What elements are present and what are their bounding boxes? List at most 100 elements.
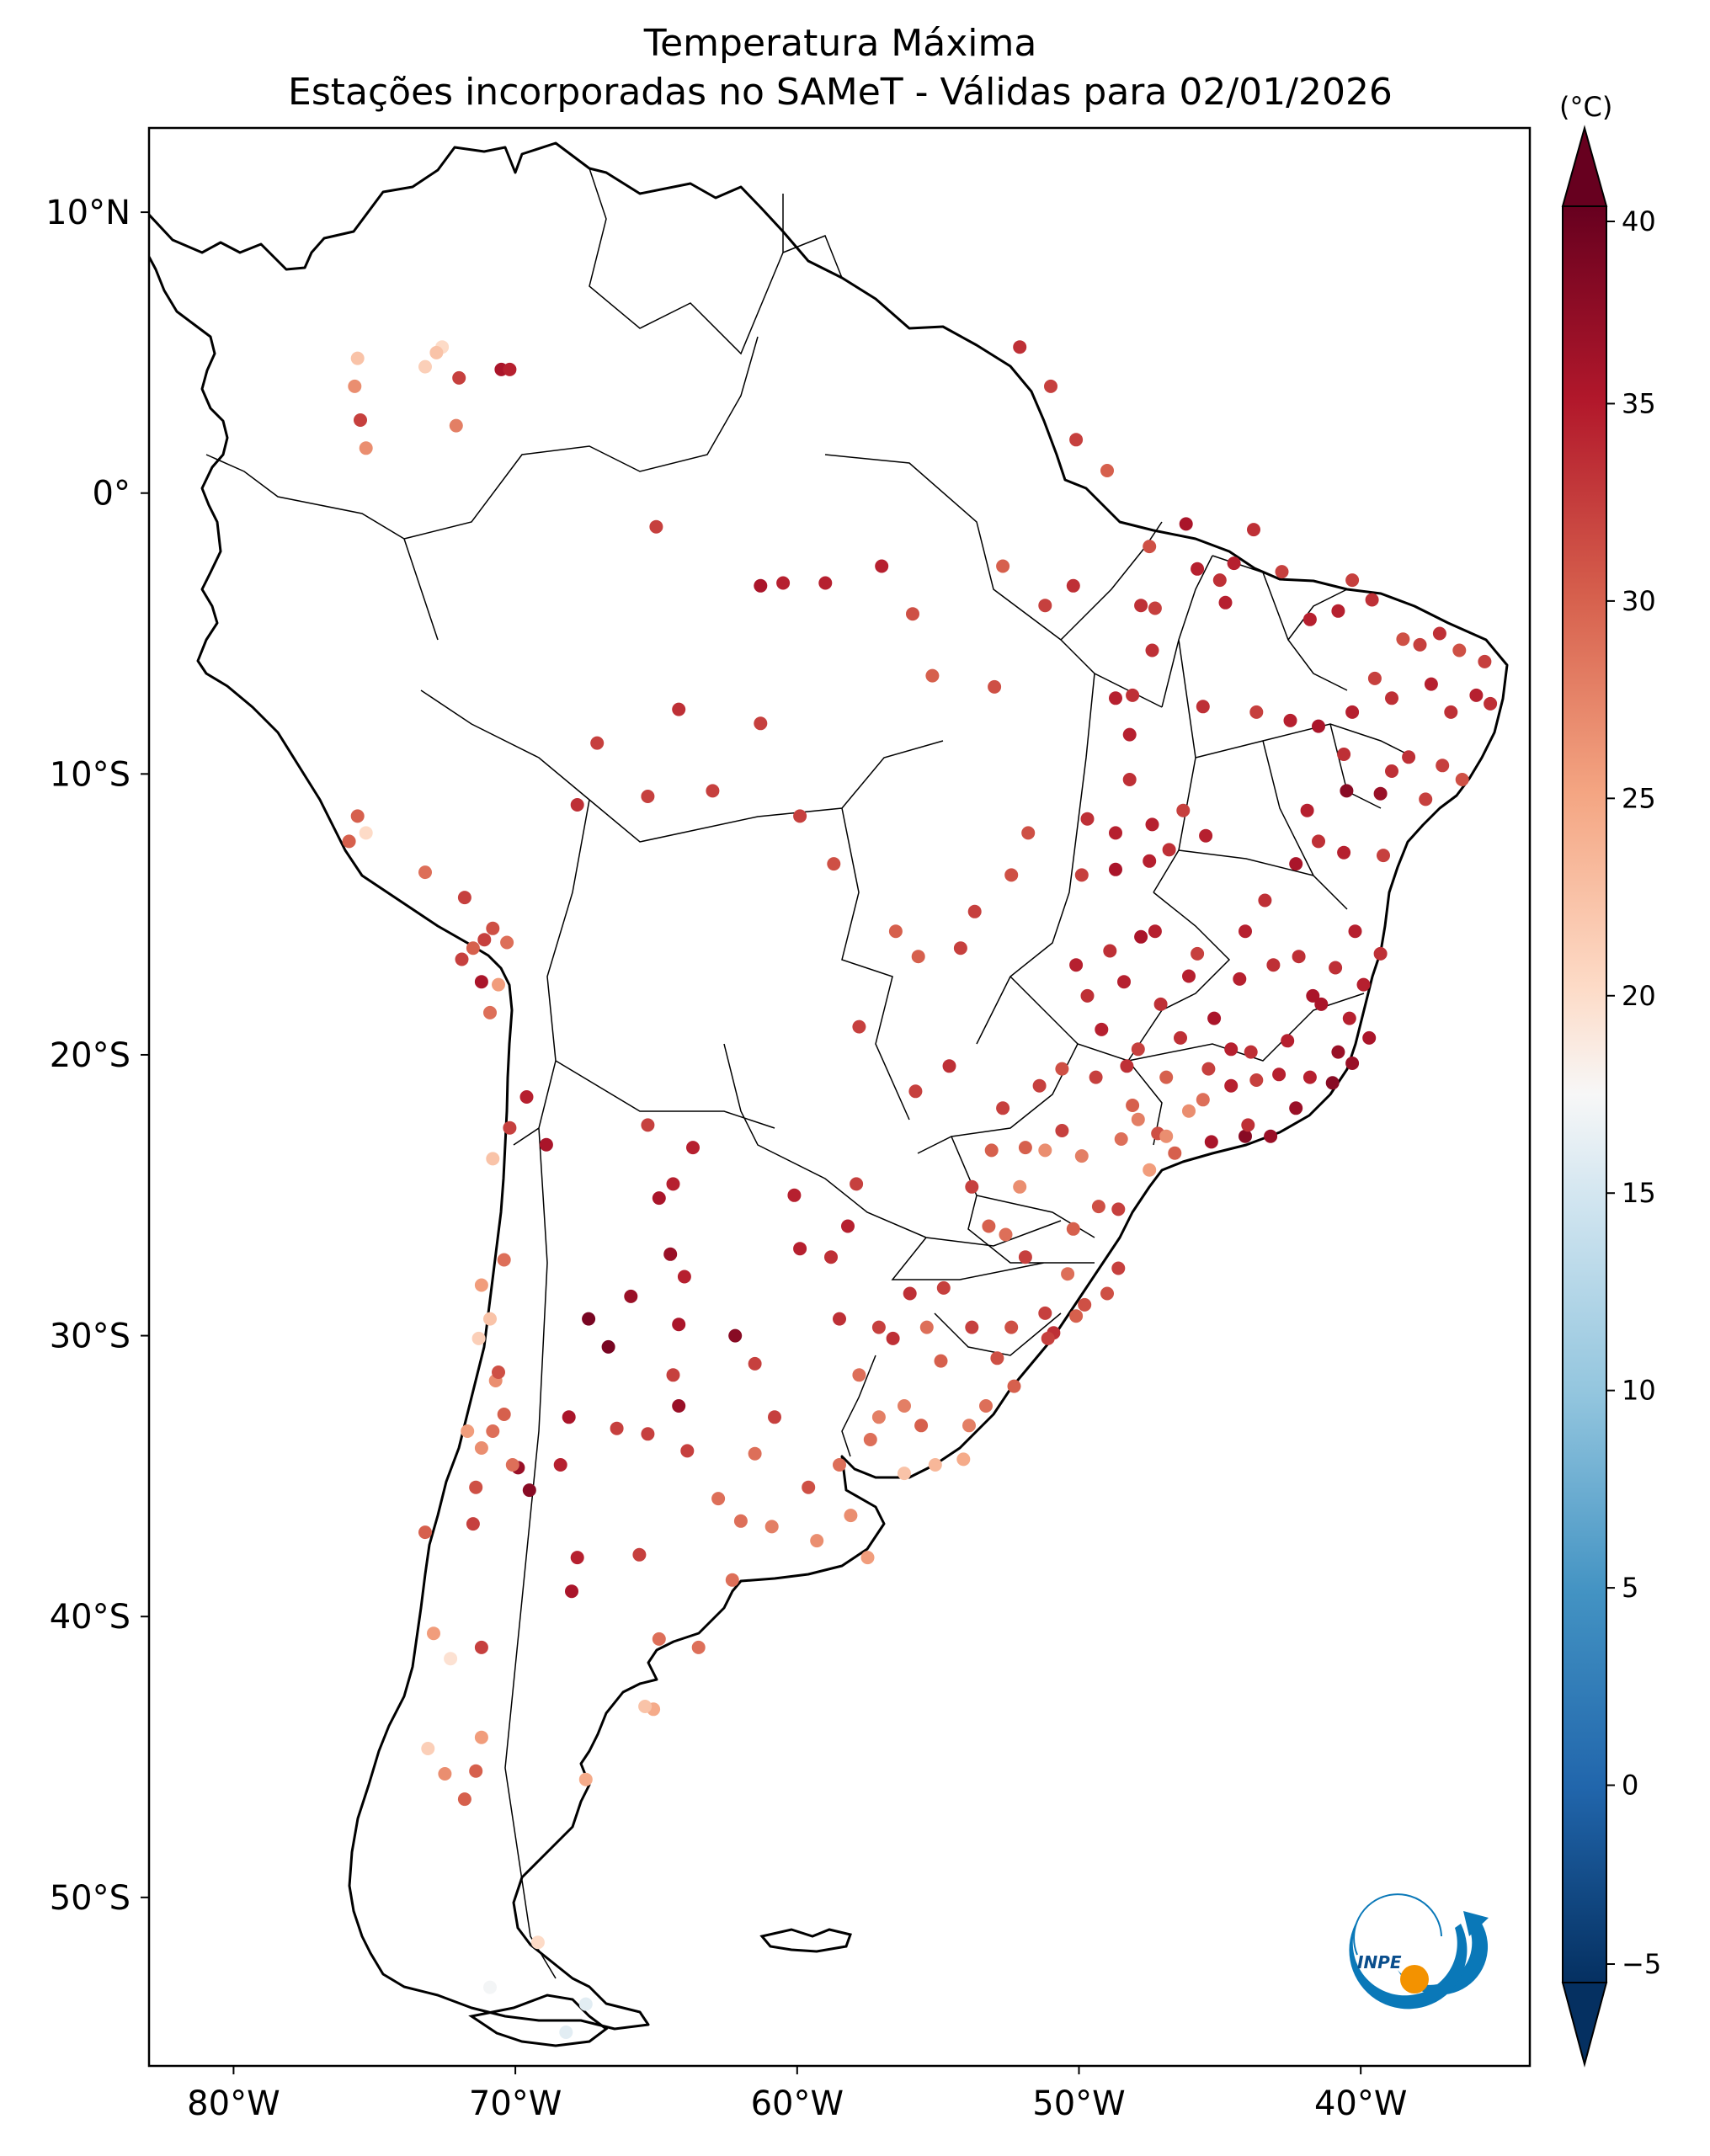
station-point	[1174, 1030, 1187, 1045]
station-point	[421, 1742, 435, 1755]
station-point	[1078, 1297, 1092, 1312]
station-point	[1196, 1093, 1210, 1107]
station-point	[348, 379, 362, 393]
station-point	[1004, 1320, 1019, 1334]
station-point	[492, 1365, 505, 1379]
station-point	[359, 441, 373, 455]
station-point	[1143, 540, 1157, 554]
station-point	[1239, 924, 1252, 939]
station-point	[466, 1517, 480, 1531]
station-point	[1143, 1163, 1157, 1177]
station-point	[1239, 1129, 1252, 1143]
station-point	[793, 1242, 807, 1256]
station-point	[1055, 1124, 1069, 1137]
station-point	[444, 1652, 458, 1666]
station-point	[925, 668, 940, 683]
station-point	[1444, 705, 1458, 719]
station-point	[418, 865, 432, 880]
station-point	[1038, 1143, 1052, 1158]
station-point	[578, 1997, 593, 2011]
station-point	[888, 924, 903, 939]
station-point	[677, 1270, 691, 1284]
station-point	[1126, 1099, 1140, 1112]
station-point	[469, 1480, 483, 1494]
station-point	[1111, 1261, 1126, 1275]
station-point	[474, 975, 488, 989]
station-point	[1145, 817, 1159, 832]
station-point	[919, 1320, 934, 1334]
station-point	[610, 1421, 624, 1435]
colorbar-tick-label: 40	[1622, 205, 1656, 237]
inpe-logo: INPE	[1349, 1893, 1489, 2010]
station-point	[1162, 843, 1176, 857]
station-point	[474, 1640, 488, 1654]
station-point	[1103, 944, 1117, 958]
station-point	[984, 1143, 999, 1158]
station-point	[1013, 340, 1027, 354]
station-point	[1484, 696, 1498, 711]
station-point	[1289, 857, 1303, 871]
station-point	[672, 1318, 686, 1332]
station-point	[1109, 826, 1122, 840]
colorbar-extend-bottom	[1561, 1982, 1608, 2068]
falklands-coastline	[759, 1928, 852, 1953]
station-point	[1126, 688, 1140, 702]
station-point	[990, 1351, 1004, 1365]
station-point	[691, 1640, 706, 1654]
station-point	[342, 834, 356, 849]
station-point	[1325, 1076, 1340, 1090]
station-point	[711, 1492, 726, 1506]
station-point	[418, 1525, 432, 1540]
station-point	[672, 702, 686, 716]
colorbar-extend-top	[1561, 125, 1608, 207]
station-point	[503, 362, 517, 376]
station-point	[1069, 958, 1084, 972]
station-point	[570, 1551, 584, 1565]
station-point	[1145, 643, 1159, 657]
station-point	[1436, 759, 1450, 773]
colorbar-tick-label: 35	[1622, 387, 1656, 419]
station-point	[1032, 1078, 1047, 1093]
station-point	[1176, 803, 1191, 817]
station-point	[418, 359, 432, 374]
station-point	[860, 1551, 875, 1565]
station-point	[1275, 565, 1289, 579]
station-point	[1249, 1073, 1264, 1087]
station-point	[601, 1339, 615, 1354]
station-point	[1424, 677, 1438, 691]
station-point	[911, 950, 925, 964]
station-point	[350, 351, 365, 365]
colorbar-tick-label: 15	[1622, 1177, 1656, 1209]
station-point	[965, 1320, 979, 1334]
station-point	[1247, 523, 1260, 537]
station-point	[754, 578, 768, 593]
station-point	[725, 1573, 739, 1587]
station-point	[748, 1446, 762, 1461]
station-point	[486, 1424, 500, 1438]
station-point	[928, 1458, 942, 1472]
station-point	[1018, 1141, 1032, 1155]
station-point	[1122, 773, 1137, 786]
station-point	[999, 1227, 1013, 1242]
station-point	[871, 1320, 886, 1334]
station-point	[768, 1410, 781, 1424]
station-point	[1373, 946, 1388, 961]
station-point	[1264, 1129, 1278, 1143]
station-point	[810, 1534, 824, 1548]
station-point	[965, 1179, 979, 1194]
station-point	[1109, 691, 1122, 705]
colorbar-tick-label: 5	[1622, 1572, 1638, 1604]
station-point	[429, 345, 444, 359]
station-point	[962, 1419, 976, 1433]
station-point	[824, 1250, 838, 1264]
colorbar-tick-label: 30	[1622, 585, 1656, 617]
station-point	[570, 798, 584, 812]
station-point	[686, 1141, 700, 1155]
station-point	[1455, 773, 1469, 786]
colorbar: −5 0 5 10 15 20 25 30 35 40	[1561, 125, 1661, 2068]
station-point	[1302, 612, 1317, 626]
station-point	[1038, 1306, 1052, 1320]
station-point	[666, 1368, 680, 1382]
station-point	[1212, 573, 1227, 588]
station-point	[1306, 988, 1320, 1003]
